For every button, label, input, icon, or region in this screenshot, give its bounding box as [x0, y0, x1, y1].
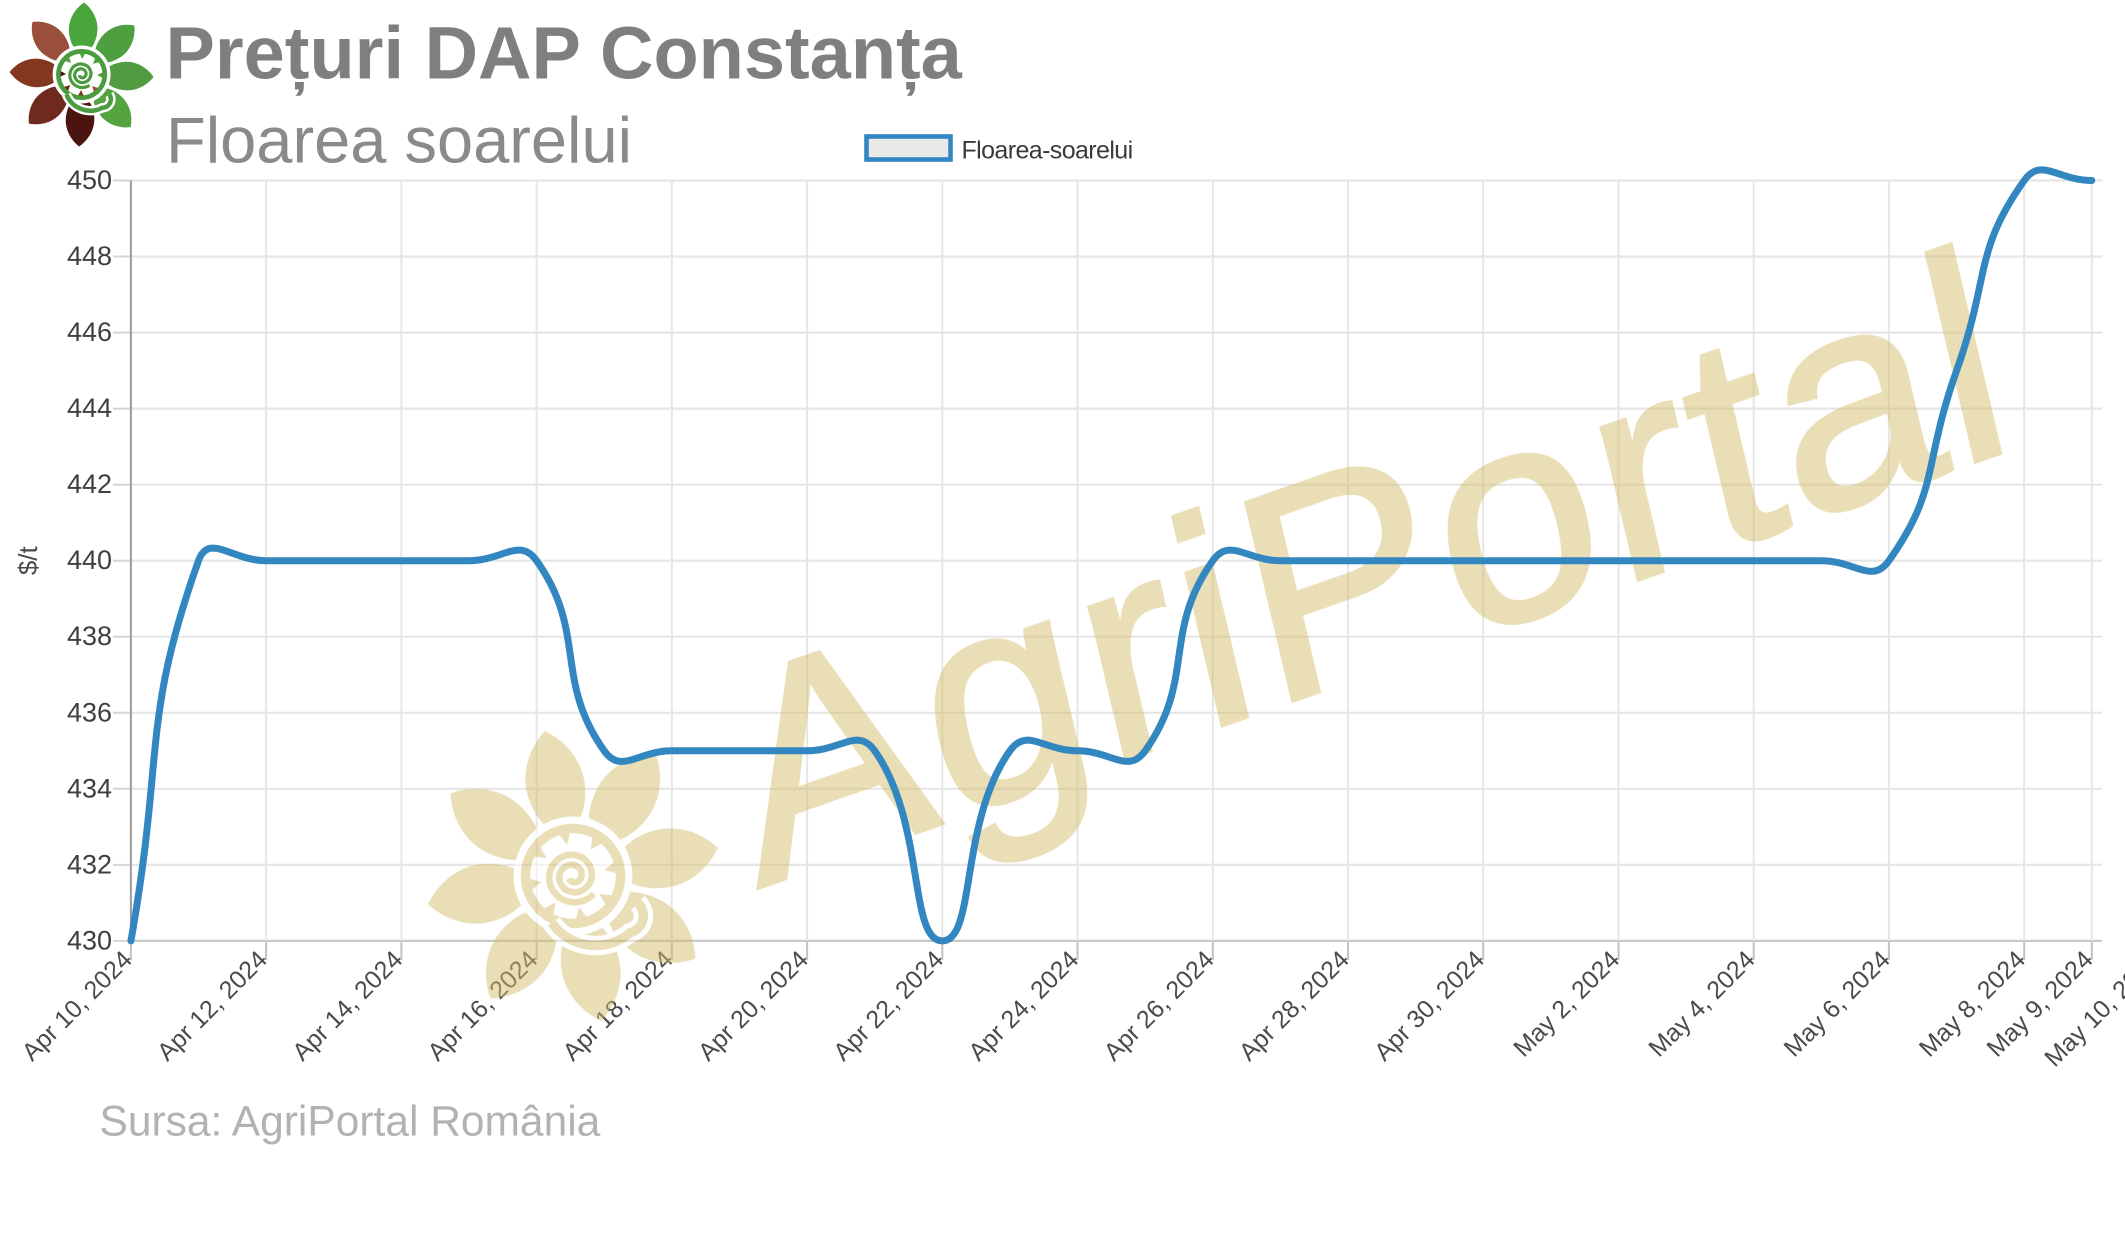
- svg-text:434: 434: [67, 773, 112, 803]
- svg-text:444: 444: [67, 393, 112, 423]
- svg-text:450: 450: [67, 165, 112, 195]
- svg-text:$/t: $/t: [13, 545, 43, 575]
- svg-text:432: 432: [67, 849, 112, 879]
- svg-text:430: 430: [67, 925, 112, 955]
- svg-text:Sursa: AgriPortal România: Sursa: AgriPortal România: [100, 1099, 601, 1146]
- svg-text:442: 442: [67, 469, 112, 499]
- svg-text:Floarea-soarelui: Floarea-soarelui: [962, 137, 1133, 165]
- svg-text:446: 446: [67, 317, 112, 347]
- svg-text:438: 438: [67, 621, 112, 651]
- svg-text:436: 436: [67, 697, 112, 727]
- svg-text:Floarea soarelui: Floarea soarelui: [166, 104, 632, 177]
- svg-text:Prețuri DAP Constanța: Prețuri DAP Constanța: [166, 12, 963, 96]
- svg-text:440: 440: [67, 545, 112, 575]
- svg-text:448: 448: [67, 241, 112, 271]
